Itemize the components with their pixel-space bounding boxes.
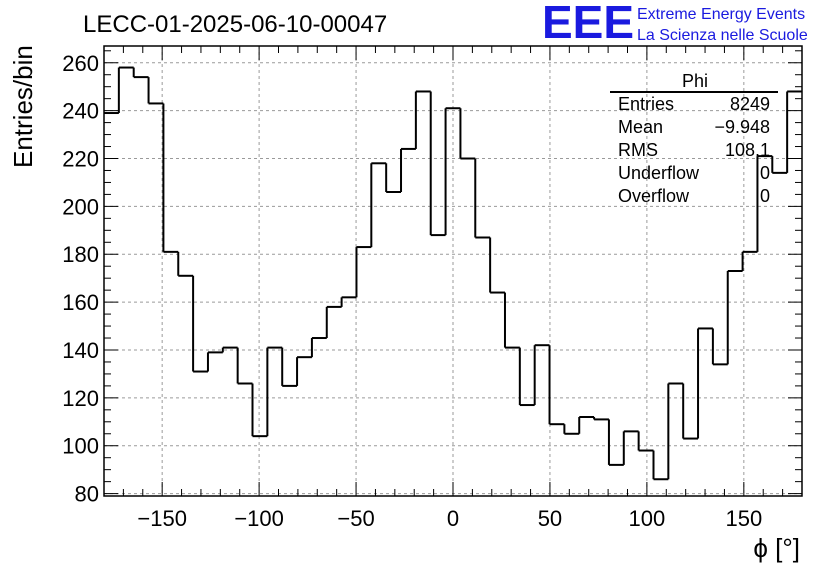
stats-value-mean: −9.948 <box>714 117 770 137</box>
y-tick-label: 160 <box>62 290 99 315</box>
y-tick-label: 120 <box>62 386 99 411</box>
x-tick-label: 0 <box>447 506 459 531</box>
y-tick-label: 100 <box>62 434 99 459</box>
x-tick-label: 100 <box>629 506 666 531</box>
y-tick-label: 140 <box>62 338 99 363</box>
stats-label-rms: RMS <box>618 140 658 160</box>
stats-label-underflow: Underflow <box>618 163 700 183</box>
stats-value-underflow: 0 <box>760 163 770 183</box>
y-axis-label: Entries/bin <box>8 45 38 168</box>
tick-labels: −150 −100 −50 0 50 100 150 80 100 120 140 160 180 200… <box>62 51 762 531</box>
x-tick-label: −150 <box>137 506 187 531</box>
logo-line2: La Scienza nelle Scuole <box>637 27 808 44</box>
x-tick-label: 150 <box>725 506 762 531</box>
y-tick-label: 200 <box>62 194 99 219</box>
stats-label-entries: Entries <box>618 94 674 114</box>
logo-mark: EEE <box>542 0 634 48</box>
plot-frame <box>103 45 803 497</box>
x-tick-label: 50 <box>538 506 562 531</box>
y-tick-label: 220 <box>62 147 99 172</box>
x-tick-label: −50 <box>337 506 374 531</box>
y-tick-label: 260 <box>62 51 99 76</box>
chart-title: LECC-01-2025-06-10-00047 <box>83 11 387 38</box>
stats-label-mean: Mean <box>618 117 663 137</box>
stats-box: Phi Entries 8249 Mean −9.948 RMS 108.1 U… <box>610 71 778 206</box>
y-tick-label: 240 <box>62 99 99 124</box>
stats-value-entries: 8249 <box>730 94 770 114</box>
eee-logo: EEE Extreme Energy Events La Scienza nel… <box>542 0 808 48</box>
x-axis-label: ϕ [°] <box>753 533 800 563</box>
axis-ticks <box>104 46 802 496</box>
y-tick-label: 180 <box>62 242 99 267</box>
logo-line1: Extreme Energy Events <box>637 6 805 23</box>
y-tick-label: 80 <box>75 482 99 507</box>
stats-value-rms: 108.1 <box>725 140 770 160</box>
stats-value-overflow: 0 <box>760 186 770 206</box>
histogram-series <box>104 66 802 481</box>
stats-title: Phi <box>682 71 708 91</box>
stats-label-overflow: Overflow <box>618 186 690 206</box>
x-tick-label: −100 <box>234 506 284 531</box>
